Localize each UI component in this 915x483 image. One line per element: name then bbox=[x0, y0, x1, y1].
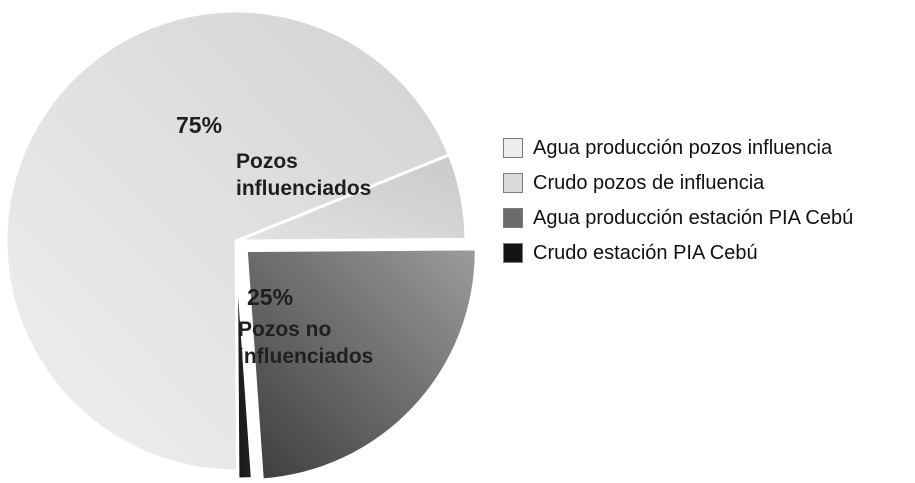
pie-slice-crudo_estacion bbox=[234, 248, 254, 481]
legend-swatch-agua-estacion bbox=[503, 208, 523, 228]
pie-slice-agua_estacion bbox=[244, 247, 478, 482]
group-percent-influenciados: 75% bbox=[176, 112, 223, 138]
legend-swatch-crudo-influencia bbox=[503, 173, 523, 193]
group-label-no-influenciados: Pozos no influenciados bbox=[238, 318, 374, 368]
legend-label-crudo-estacion: Crudo estación PIA Cebú bbox=[533, 241, 758, 264]
pie-slice-agua_influencia bbox=[4, 9, 452, 473]
legend: Agua producción pozos influencia Crudo p… bbox=[503, 135, 853, 266]
group-percent-no-influenciados: 25% bbox=[247, 284, 294, 310]
legend-item-agua-influencia: Agua producción pozos influencia bbox=[503, 135, 853, 161]
legend-swatch-crudo-estacion bbox=[503, 243, 523, 263]
legend-label-agua-influencia: Agua producción pozos influencia bbox=[533, 136, 833, 159]
legend-label-crudo-influencia: Crudo pozos de influencia bbox=[533, 171, 765, 194]
legend-item-crudo-influencia: Crudo pozos de influencia bbox=[503, 170, 853, 196]
group-label-influenciados: Pozos influenciados bbox=[236, 150, 372, 200]
legend-item-crudo-estacion: Crudo estación PIA Cebú bbox=[503, 240, 853, 266]
legend-item-agua-estacion: Agua producción estación PIA Cebú bbox=[503, 205, 853, 231]
legend-swatch-agua-influencia bbox=[503, 138, 523, 158]
legend-label-agua-estacion: Agua producción estación PIA Cebú bbox=[533, 206, 854, 229]
